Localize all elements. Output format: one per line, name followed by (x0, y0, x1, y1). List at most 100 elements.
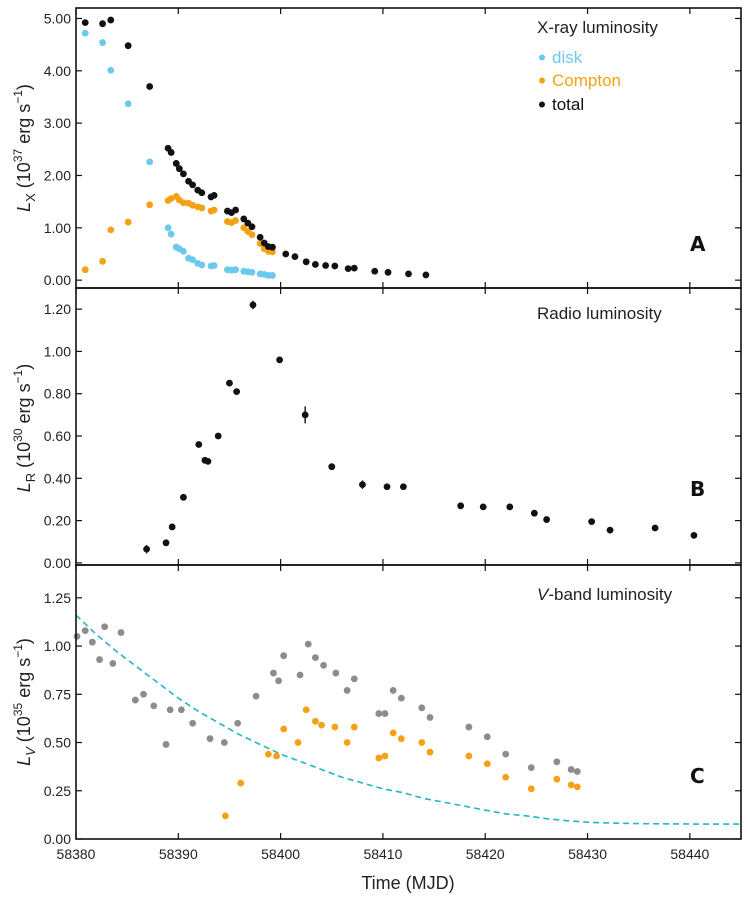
vband-series-1-point (273, 752, 280, 760)
xray-total-point (248, 223, 256, 231)
vband-series-1-point (375, 754, 383, 762)
radio-ytick-label: 1.00 (44, 343, 71, 359)
panel-vband-frame (75, 564, 742, 840)
vband-ytick-label: 1.25 (44, 590, 71, 606)
x-tick-label: 58380 (57, 846, 96, 862)
xray-disk-point (180, 247, 187, 255)
panel-letter-b: B (690, 477, 705, 501)
radio-series-0-point (249, 301, 257, 309)
vband-series-1-point (280, 725, 288, 733)
radio-ytick-label: 0.00 (44, 555, 71, 571)
vband-series-1-point (567, 781, 575, 789)
vband-series-0-point (483, 733, 491, 741)
radio-series-0-point (214, 432, 222, 440)
xray-compton-point (107, 226, 115, 234)
vband-ytick-label: 1.00 (44, 638, 71, 654)
radio-series-0-point (204, 457, 212, 465)
vband-series-0-point (234, 719, 242, 727)
ylabel-radio-close: ) (14, 364, 34, 370)
vband-series-0-point (502, 750, 510, 758)
panel-xray: 0.00 1.00 2.00 3.00 4.00 5.00 X-ray luminosit… (11, 7, 742, 289)
ylabel-vband-symbol: L (14, 756, 34, 766)
xray-total-point (371, 267, 379, 275)
vband-series-0-point (140, 690, 147, 698)
radio-series-0-point (588, 518, 596, 526)
xray-total-point (405, 270, 412, 278)
x-tick-label: 58430 (568, 846, 607, 862)
vband-series-0-point (296, 671, 304, 679)
radio-series-0-point (359, 481, 366, 489)
xray-total-point (172, 160, 180, 167)
xray-disk-point (232, 266, 240, 274)
vband-series-1-point (527, 785, 535, 793)
vband-series-0-point (220, 739, 228, 746)
radio-ytick-label: 0.40 (44, 470, 71, 486)
panel-vband-title-italic: V (537, 585, 550, 604)
xray-disk-point (164, 224, 172, 232)
vband-series-0-point (280, 652, 288, 660)
xray-compton-point (189, 201, 197, 209)
panel-vband-title: V-band luminosity (537, 585, 673, 604)
xray-total-point (232, 206, 240, 214)
legend-compton-marker (539, 77, 545, 84)
xray-disk-point (210, 262, 218, 269)
vband-ytick-label: 0.00 (44, 831, 71, 847)
x-tick-label: 58410 (363, 846, 402, 862)
xray-disk-point (248, 268, 256, 276)
vband-series-1-point (483, 760, 491, 768)
ylabel-radio-units: erg s (14, 383, 34, 428)
xray-total-point (81, 19, 89, 27)
vband-series-1-point (343, 739, 351, 746)
legend-total-marker (539, 101, 545, 108)
vband-series-0-point (101, 623, 109, 631)
xray-compton-point (124, 218, 132, 226)
xray-disk-point (189, 256, 197, 264)
vband-series-0-point (527, 764, 535, 772)
xray-total-point (256, 233, 264, 241)
panel-vband-ylabel: LV (1035 erg s−1) (11, 638, 38, 766)
vband-series-0-point (73, 632, 81, 640)
radio-series-0-point (143, 545, 150, 553)
vband-ytick-label: 0.25 (44, 783, 71, 799)
ylabel-xray-close: ) (14, 84, 34, 90)
xray-disk-point (99, 39, 106, 46)
vband-series-1-point (318, 721, 325, 729)
ylabel-xray-symbol: L (14, 202, 34, 212)
vband-series-0-point (381, 710, 389, 717)
vband-series-0-point (426, 714, 434, 721)
x-tick-label: 58420 (466, 846, 505, 862)
vband-ytick-label: 0.50 (44, 735, 71, 751)
ylabel-xray-units: erg s (14, 104, 34, 149)
xray-total-point (384, 268, 392, 276)
vband-series-0-point (109, 660, 117, 667)
panel-radio-title: Radio luminosity (537, 304, 662, 323)
vband-series-1-point (418, 739, 426, 746)
radio-series-0-point (690, 531, 698, 539)
xray-total-point (198, 189, 206, 197)
radio-series-0-point (383, 483, 391, 491)
xray-total-point (269, 243, 276, 251)
legend-compton-label: Compton (552, 71, 621, 90)
radio-series-0-point (226, 379, 233, 387)
xray-compton-point (210, 206, 218, 214)
vband-series-0-point (189, 719, 197, 727)
ylabel-xray-rest: (10 (14, 162, 34, 193)
xray-ytick-label: 5.00 (44, 10, 71, 26)
xray-compton-point (180, 199, 187, 207)
vband-series-1-point (264, 750, 272, 758)
panel-letter-c: C (690, 764, 705, 788)
xray-compton-point (146, 201, 154, 209)
vband-series-1-point (502, 773, 510, 781)
xray-total-point (107, 16, 115, 24)
xray-total-point (180, 170, 187, 178)
ylabel-vband-subscript: V (23, 746, 38, 756)
vband-series-0-point (350, 675, 358, 683)
vband-series-1-point (553, 775, 561, 783)
radio-series-0-point (651, 524, 659, 532)
x-tick-label: 58400 (261, 846, 300, 862)
xray-total-point (240, 215, 248, 223)
vband-series-0-point (252, 692, 260, 700)
radio-series-0-point (162, 539, 170, 547)
xray-total-point (350, 264, 358, 272)
